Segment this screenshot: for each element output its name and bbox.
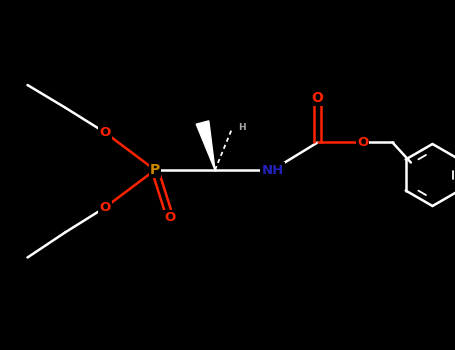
Text: NH: NH bbox=[261, 163, 283, 176]
Text: O: O bbox=[164, 211, 176, 224]
Text: O: O bbox=[357, 136, 368, 149]
Text: O: O bbox=[312, 91, 324, 105]
Polygon shape bbox=[196, 121, 215, 170]
Text: H: H bbox=[238, 123, 246, 132]
Text: O: O bbox=[99, 201, 111, 214]
Text: P: P bbox=[150, 163, 160, 177]
Text: O: O bbox=[99, 126, 111, 139]
